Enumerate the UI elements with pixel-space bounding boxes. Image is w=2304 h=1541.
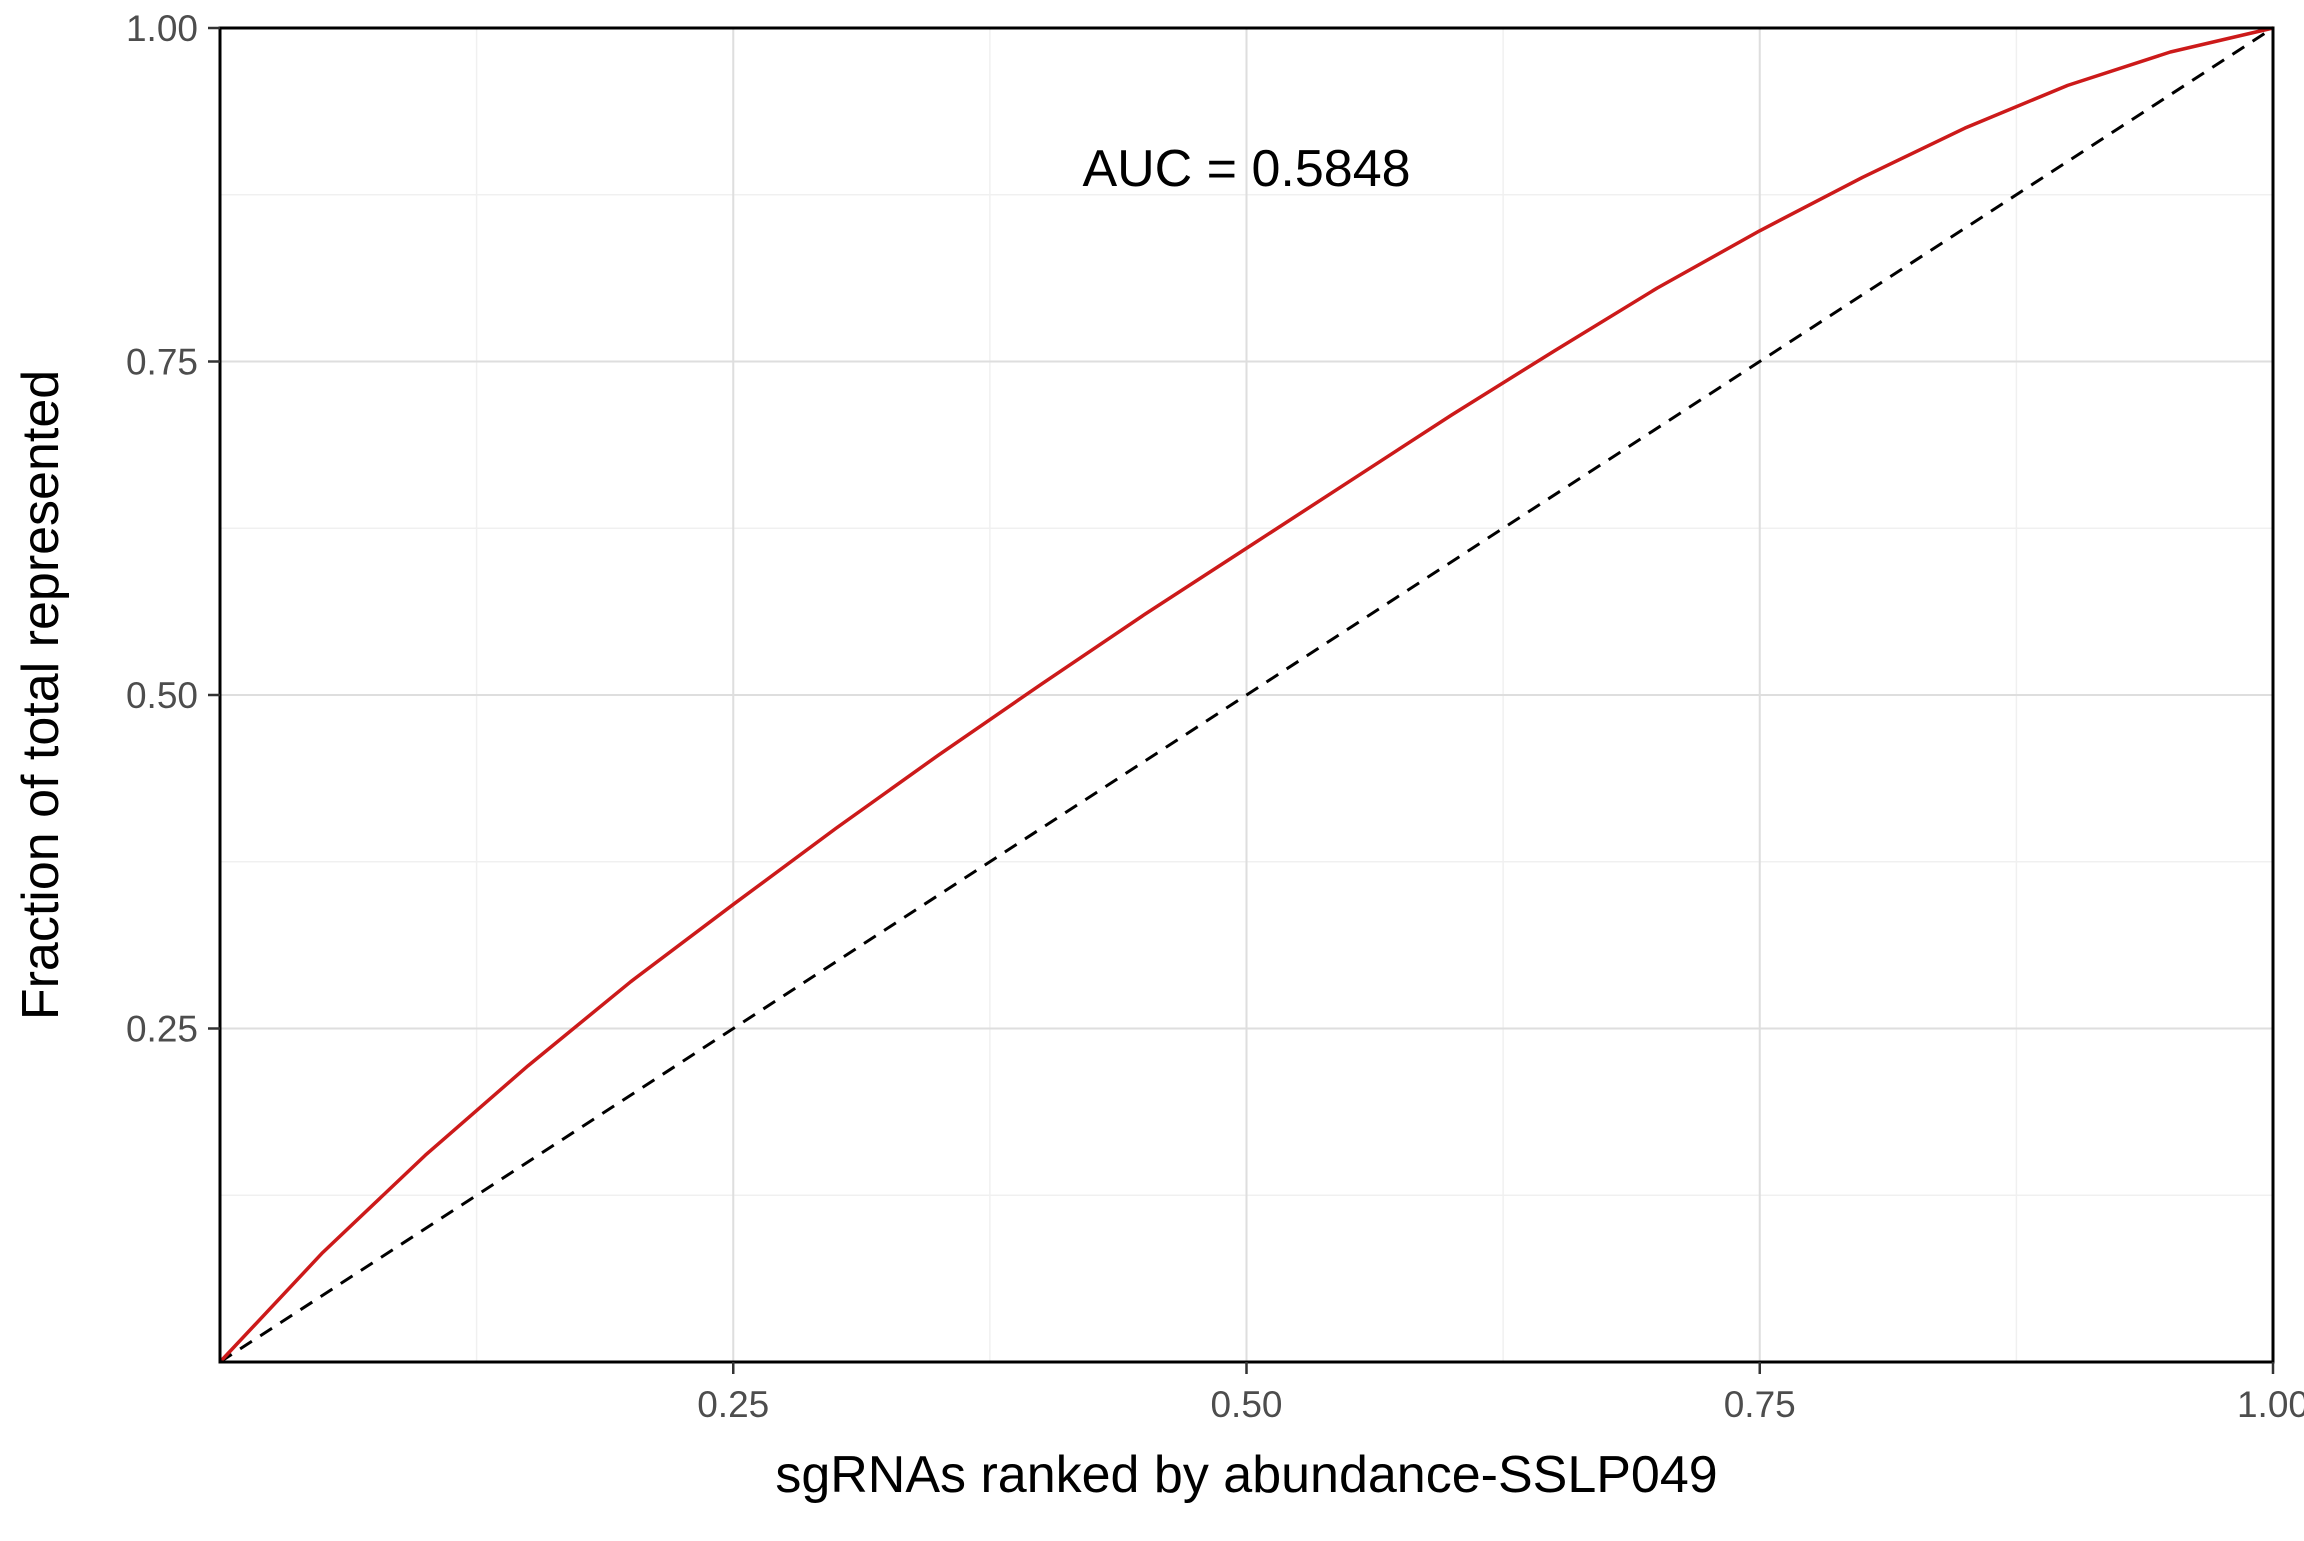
y-tick-label: 1.00 [126,8,198,49]
y-tick-label: 0.25 [126,1009,198,1050]
y-axis-title: Fraction of total represented [12,370,70,1020]
y-tick-label: 0.75 [126,342,198,383]
y-tick-label: 0.50 [126,675,198,716]
x-tick-label: 1.00 [2237,1384,2304,1425]
x-tick-label: 0.25 [697,1384,769,1425]
cumulative-distribution-line [218,26,2274,1364]
x-tick-label: 0.50 [1210,1384,1282,1425]
reference-diagonal-line [219,26,2274,1364]
x-axis-title: sgRNAs ranked by abundance-SSLP049 [775,1446,1717,1504]
auc-annotation: AUC = 0.5848 [1082,140,1410,198]
x-tick-label: 0.75 [1724,1384,1796,1425]
tick-layer: 0.25 0.50 0.75 1.00 0.25 0.50 0.75 1.00 [126,8,2304,1425]
series-layer [218,26,2274,1364]
